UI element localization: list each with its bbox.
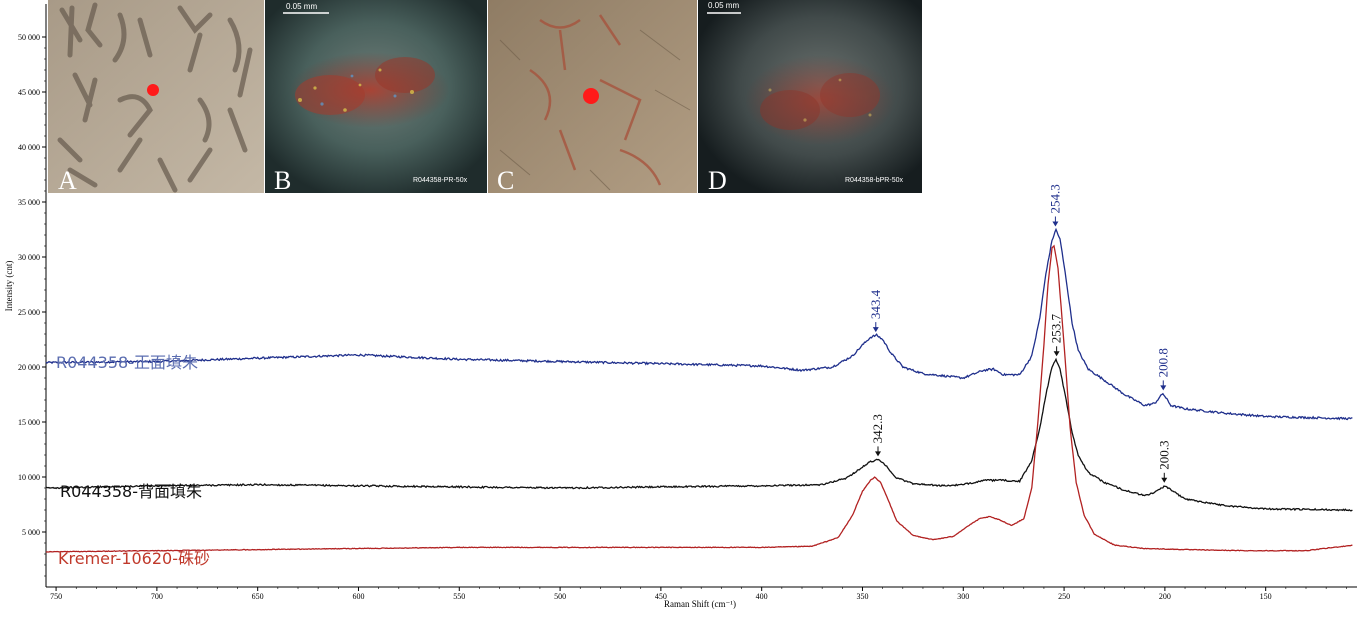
peak-arrowhead (1053, 351, 1060, 357)
y-tick-label: 35 000 (18, 198, 40, 207)
peak-arrowhead (1052, 221, 1059, 227)
x-tick-label: 750 (50, 592, 62, 601)
y-tick-label: 20 000 (18, 363, 40, 372)
peak-label: 343.4 (868, 289, 883, 319)
x-tick-label: 500 (554, 592, 566, 601)
caption-d: R044358-bPR-50x (845, 177, 903, 184)
x-tick-label: 200 (1159, 592, 1171, 601)
series-label-front: R044358-正面填朱 (56, 353, 198, 372)
series-line (45, 244, 1353, 553)
photo-panel-d: 0.05 mm R044358-bPR-50x D (698, 0, 922, 195)
panel-letter-c: C (497, 166, 514, 195)
y-tick-label: 15 000 (18, 418, 40, 427)
y-ticks: 5 000 10 000 15 000 20 000 25 000 30 000 35 00… (18, 33, 46, 577)
peak-label: 254.3 (1047, 184, 1062, 213)
x-tick-label: 700 (151, 592, 163, 601)
series-label-back: R044358-背面填朱 (60, 482, 202, 501)
peak-label: 253.7 (1049, 314, 1064, 344)
peak-arrowhead (872, 327, 879, 333)
series-line (45, 357, 1353, 512)
scale-text-b: 0.05 mm (286, 2, 317, 11)
x-tick-label: 150 (1260, 592, 1272, 601)
series-label-reference: Kremer-10620-硃砂 (58, 549, 210, 568)
y-tick-label: 45 000 (18, 88, 40, 97)
peak-label: 200.3 (1156, 441, 1171, 470)
peak-label: 342.3 (870, 414, 885, 443)
x-tick-label: 400 (756, 592, 768, 601)
peak-label: 200.8 (1155, 348, 1170, 377)
y-tick-label: 25 000 (18, 308, 40, 317)
y-tick-label: 5 000 (22, 528, 40, 537)
panel-letter-d: D (708, 166, 727, 195)
panel-letter-b: B (274, 166, 291, 195)
x-tick-label: 550 (453, 592, 465, 601)
x-tick-label: 650 (252, 592, 264, 601)
x-tick-label: 450 (655, 592, 667, 601)
y-axis-label: Intensity (cnt) (4, 261, 14, 312)
peak-arrowhead (875, 451, 882, 457)
y-tick-label: 40 000 (18, 143, 40, 152)
x-ticks: 750 700 650 600 550 500 450 400 350 300 250 200 150 (50, 587, 1347, 601)
y-tick-label: 10 000 (18, 473, 40, 482)
photo-panel-a: A (48, 0, 264, 195)
photo-panel-b: 0.05 mm R044358-PR-50x B (265, 0, 487, 195)
series-layer (45, 227, 1353, 553)
x-tick-label: 250 (1058, 592, 1070, 601)
caption-b: R044358-PR-50x (413, 177, 468, 184)
x-tick-label: 300 (957, 592, 969, 601)
peak-annotations: 343.4 254.3 200.8 342.3 253.7 200.3 (868, 184, 1171, 483)
photo-panel-c: C (488, 0, 697, 195)
panel-letter-a: A (58, 166, 77, 195)
scale-text-d: 0.05 mm (708, 1, 739, 10)
y-tick-label: 30 000 (18, 253, 40, 262)
y-tick-label: 50 000 (18, 33, 40, 42)
peak-arrowhead (1161, 477, 1168, 483)
x-axis-label: Raman Shift (cm⁻¹) (664, 599, 736, 609)
peak-arrowhead (1160, 385, 1167, 391)
x-tick-label: 350 (856, 592, 868, 601)
series-line (45, 227, 1353, 421)
x-tick-label: 600 (352, 592, 364, 601)
